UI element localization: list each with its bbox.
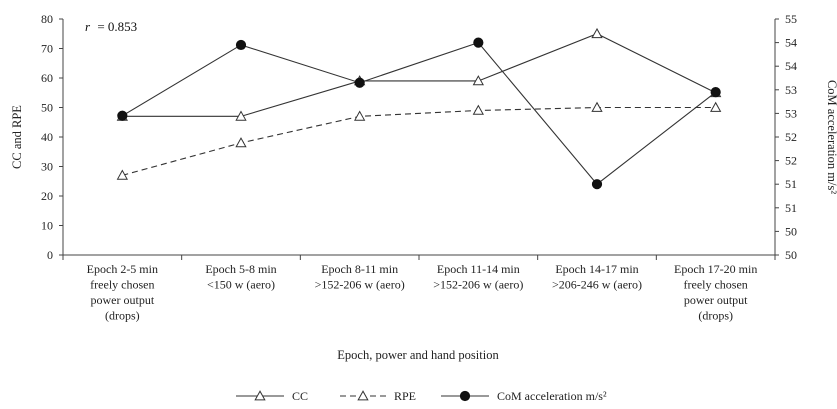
data-point xyxy=(591,179,603,190)
category-label-line: Epoch 11-14 min xyxy=(437,262,520,276)
left-tick-label: 70 xyxy=(41,42,53,56)
series-lines xyxy=(116,27,722,190)
data-point xyxy=(357,390,369,401)
category-labels: Epoch 2-5 min freely chosen power output (d… xyxy=(62,255,776,323)
right-tick-label: 50 xyxy=(785,224,797,238)
correlation-annotation: r = 0.853 xyxy=(85,19,137,34)
right-axis-title: CoM acceleration m/s² xyxy=(825,80,837,194)
data-point xyxy=(235,110,247,121)
left-tick-label: 40 xyxy=(41,130,53,144)
category-label: Epoch 8-11 min >152-206 w (aero) xyxy=(315,262,405,292)
series-line xyxy=(122,41,717,185)
category-label-line: (drops) xyxy=(105,309,140,323)
left-tick-label: 50 xyxy=(41,101,53,115)
left-axis-title: CC and RPE xyxy=(10,105,24,169)
data-point xyxy=(459,390,471,402)
left-tick-label: 20 xyxy=(41,189,53,203)
data-point xyxy=(235,39,247,51)
series-cc xyxy=(116,27,722,121)
category-label-line: Epoch 14-17 min xyxy=(555,262,638,276)
category-label-line: power output xyxy=(91,293,155,307)
category-label-line: <150 w (aero) xyxy=(207,278,275,292)
data-point xyxy=(472,104,484,115)
legend-label: CC xyxy=(292,389,308,403)
left-tick-label: 60 xyxy=(41,71,53,85)
legend-label: RPE xyxy=(394,389,416,403)
category-label-line: (drops) xyxy=(698,309,733,323)
category-label-line: >206-246 w (aero) xyxy=(552,278,642,292)
category-label-line: power output xyxy=(684,293,748,307)
right-tick-label: 51 xyxy=(785,177,797,191)
series-rpe xyxy=(116,101,722,180)
series-com xyxy=(117,37,721,190)
category-label: Epoch 11-14 min >152-206 w (aero) xyxy=(433,262,523,292)
right-tick-label: 55 xyxy=(785,12,797,26)
right-tick-label: 53 xyxy=(785,83,797,97)
category-label: Epoch 2-5 min freely chosen power output (d… xyxy=(87,262,158,323)
right-tick-label: 52 xyxy=(785,154,797,168)
data-point xyxy=(117,110,128,121)
data-point xyxy=(254,390,266,401)
category-label-line: >152-206 w (aero) xyxy=(433,278,523,292)
left-tick-label: 80 xyxy=(41,12,53,26)
data-point xyxy=(710,87,721,98)
category-label-line: Epoch 8-11 min xyxy=(321,262,398,276)
legend-label: CoM acceleration m/s² xyxy=(497,389,607,403)
axes xyxy=(62,19,776,256)
data-point xyxy=(591,101,603,112)
legend: CC RPE CoM acceleration m/s² xyxy=(236,389,607,403)
category-label: Epoch 14-17 min >206-246 w (aero) xyxy=(552,262,642,292)
data-point xyxy=(235,137,247,148)
right-tick-label: 51 xyxy=(785,201,797,215)
correlation-value: = 0.853 xyxy=(97,19,137,34)
category-label-line: Epoch 2-5 min xyxy=(87,262,158,276)
data-point xyxy=(116,169,128,180)
category-label: Epoch 17-20 min freely chosen power output… xyxy=(674,262,757,323)
category-label: Epoch 5-8 min <150 w (aero) xyxy=(205,262,276,292)
category-label-line: Epoch 5-8 min xyxy=(205,262,276,276)
series-line xyxy=(122,33,716,117)
x-axis-title: Epoch, power and hand position xyxy=(337,348,499,362)
right-tick-label: 50 xyxy=(785,248,797,262)
right-tick-label: 54 xyxy=(785,36,797,50)
data-point xyxy=(710,101,722,112)
category-label-line: Epoch 17-20 min xyxy=(674,262,757,276)
right-tick-label: 52 xyxy=(785,130,797,144)
data-point xyxy=(473,37,484,48)
data-point xyxy=(472,75,484,86)
category-label-line: freely chosen xyxy=(684,278,748,292)
category-label-line: freely chosen xyxy=(90,278,154,292)
data-point xyxy=(591,27,603,39)
left-tick-label: 30 xyxy=(41,160,53,174)
data-point xyxy=(354,77,365,88)
correlation-symbol: r xyxy=(85,19,91,34)
left-axis-ticks: 0 10 20 30 40 50 60 70 80 xyxy=(41,12,63,262)
right-tick-label: 54 xyxy=(785,59,797,73)
right-tick-label: 53 xyxy=(785,106,797,120)
left-tick-label: 10 xyxy=(41,219,53,233)
left-tick-label: 0 xyxy=(47,248,53,262)
series-line xyxy=(122,106,716,176)
right-axis-ticks: 50 50 51 51 52 52 53 53 54 54 55 xyxy=(775,12,797,262)
category-label-line: >152-206 w (aero) xyxy=(315,278,405,292)
data-point xyxy=(354,110,366,121)
